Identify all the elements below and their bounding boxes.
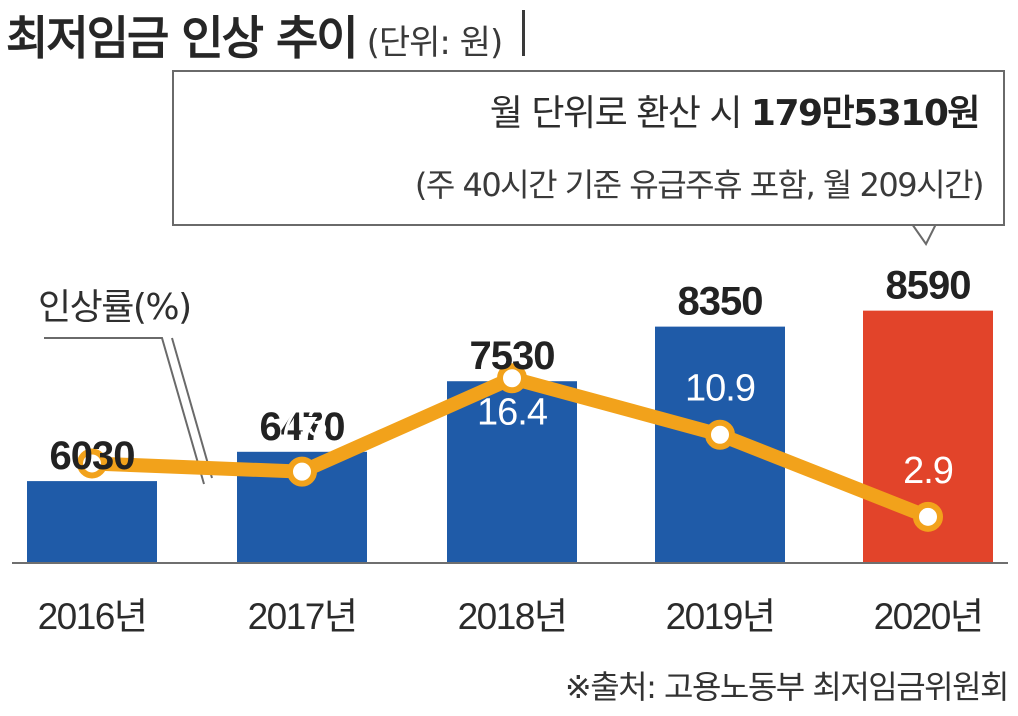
- callout-pointer: [910, 223, 938, 246]
- callout-monthly-value: 179만5310원: [750, 93, 981, 134]
- bar-value-label: 6470: [260, 405, 345, 449]
- title-row: 최저임금 인상 추이 (단위: 원): [6, 2, 503, 65]
- rate-point: [497, 363, 527, 394]
- bar-2018년: [447, 381, 577, 563]
- callout-line-2: (주 40시간 기준 유급주휴 포함, 월 209시간): [414, 166, 985, 204]
- legend-rate-label: 인상률(%): [38, 278, 192, 330]
- label-group: 6030 2016년 6470 2017년 7530 2018년 8350 2019년 8590…: [38, 264, 984, 637]
- legend-leader-line: [44, 337, 205, 485]
- bar-value-label: 8350: [678, 280, 763, 324]
- bar-2016년: [27, 481, 157, 563]
- bar-value-label: 6030: [50, 434, 135, 478]
- x-tick-label: 2017년: [248, 596, 357, 637]
- rate-value-label: 10.9: [685, 368, 755, 410]
- callout-prefix: 월 단위로 환산 시: [489, 93, 751, 134]
- callout-line-1: 월 단위로 환산 시 179만5310원: [489, 84, 981, 136]
- rate-value-label: 8.1: [67, 400, 117, 442]
- rate-point: [913, 501, 943, 532]
- rate-point: [287, 456, 317, 487]
- rate-point: [705, 419, 735, 450]
- chart-title: 최저임금 인상 추이: [6, 11, 359, 65]
- rate-point: [77, 448, 107, 479]
- callout-box: 월 단위로 환산 시 179만5310원 (주 40시간 기준 유급주휴 포함,…: [172, 70, 1005, 226]
- x-tick-label: 2019년: [666, 596, 775, 637]
- unit-label: (단위: 원): [366, 23, 504, 63]
- title-divider: [522, 10, 525, 56]
- x-tick-label: 2018년: [458, 596, 567, 637]
- rate-value-label: 2.9: [903, 450, 953, 492]
- x-tick-label: 2020년: [874, 596, 983, 637]
- x-tick-label: 2016년: [38, 596, 147, 637]
- bar-value-label: 8590: [886, 264, 971, 308]
- rate-point-group: [77, 363, 943, 532]
- bar-value-label: 7530: [470, 334, 555, 378]
- legend-leader-line-b: [171, 337, 213, 479]
- rate-value-label: 7.3: [277, 403, 327, 445]
- rate-value-label: 16.4: [477, 391, 548, 433]
- source-note: ※출처: 고용노동부 최저임금위원회: [564, 668, 1010, 706]
